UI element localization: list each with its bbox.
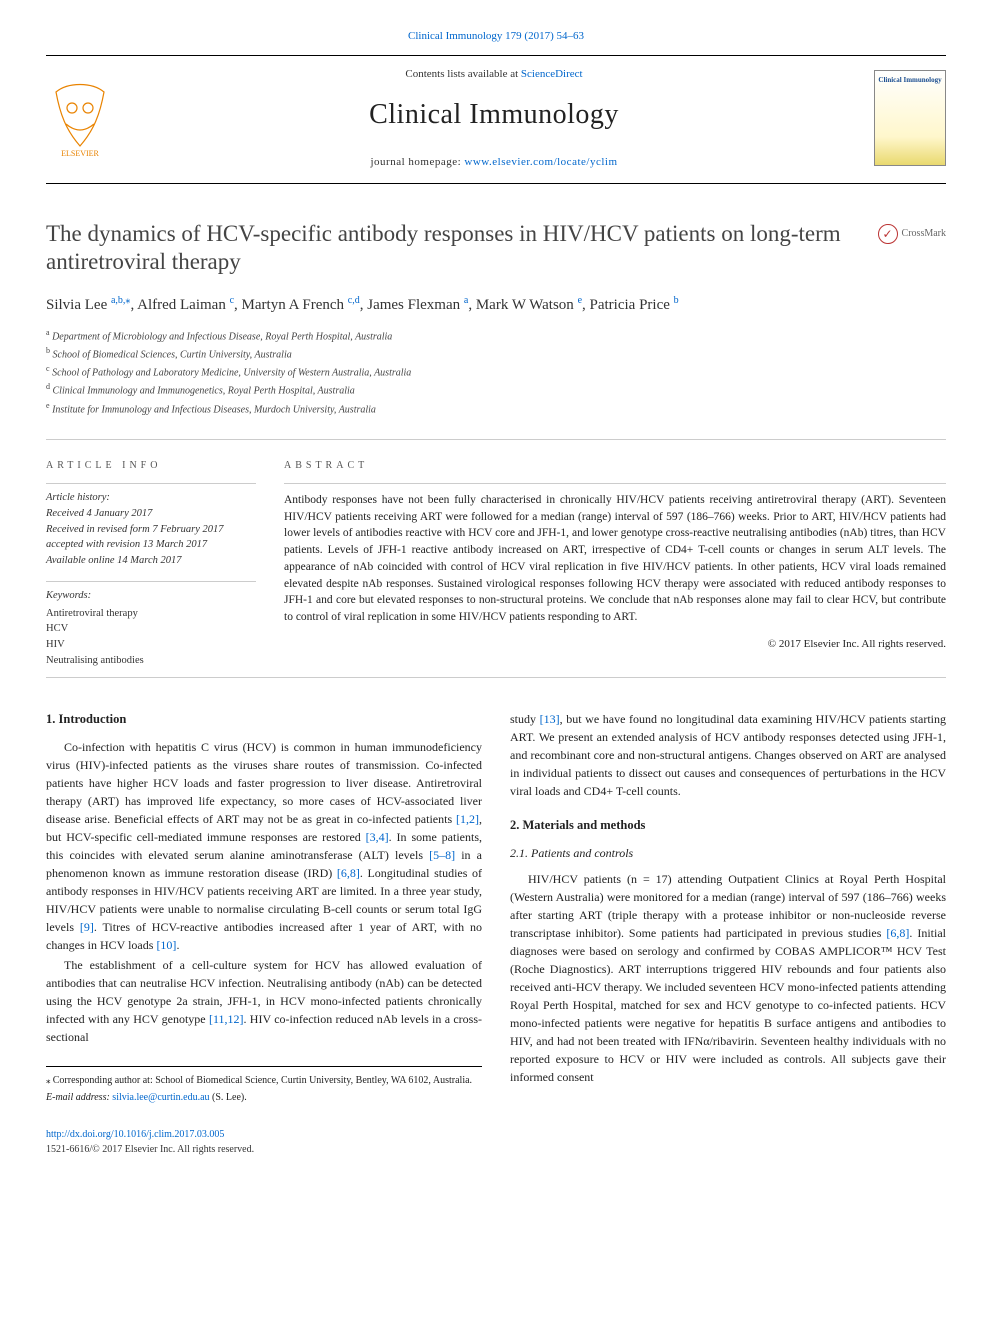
ref-link[interactable]: [11,12] bbox=[209, 1012, 244, 1026]
article-title: The dynamics of HCV-specific antibody re… bbox=[46, 220, 866, 278]
journal-homepage: journal homepage: www.elsevier.com/locat… bbox=[114, 154, 874, 171]
ref-link[interactable]: [9] bbox=[80, 920, 94, 934]
affiliation-b: b School of Biomedical Sciences, Curtin … bbox=[46, 345, 946, 362]
abstract-copyright: © 2017 Elsevier Inc. All rights reserved… bbox=[284, 636, 946, 653]
paragraph: Co-infection with hepatitis C virus (HCV… bbox=[46, 738, 482, 954]
sciencedirect-link[interactable]: ScienceDirect bbox=[521, 68, 583, 80]
body-columns: 1. Introduction Co-infection with hepati… bbox=[46, 710, 946, 1106]
title-block: ✓ CrossMark The dynamics of HCV-specific… bbox=[46, 220, 946, 278]
footer-meta: http://dx.doi.org/10.1016/j.clim.2017.03… bbox=[46, 1127, 946, 1157]
divider bbox=[46, 581, 256, 582]
keyword: HCV bbox=[46, 623, 68, 634]
ref-link[interactable]: [6,8] bbox=[337, 866, 360, 880]
journal-homepage-link[interactable]: www.elsevier.com/locate/yclim bbox=[464, 156, 617, 168]
section-heading-methods: 2. Materials and methods bbox=[510, 816, 946, 835]
affiliations-block: a Department of Microbiology and Infecti… bbox=[46, 327, 946, 418]
right-column: study [13], but we have found no longitu… bbox=[510, 710, 946, 1106]
issn-line: 1521-6616/© 2017 Elsevier Inc. All right… bbox=[46, 1144, 254, 1155]
corresponding-author-note: ⁎ Corresponding author at: School of Bio… bbox=[46, 1073, 482, 1088]
article-history: Article history: Received 4 January 2017… bbox=[46, 490, 256, 569]
history-accepted: accepted with revision 13 March 2017 bbox=[46, 539, 207, 550]
abstract-heading: ABSTRACT bbox=[284, 458, 946, 473]
article-info-column: ARTICLE INFO Article history: Received 4… bbox=[46, 458, 256, 669]
ref-link[interactable]: [10] bbox=[156, 938, 176, 952]
masthead: ELSEVIER Contents lists available at Sci… bbox=[46, 55, 946, 184]
svg-text:ELSEVIER: ELSEVIER bbox=[61, 149, 99, 158]
divider bbox=[46, 677, 946, 678]
article-info-heading: ARTICLE INFO bbox=[46, 458, 256, 473]
keywords-block: Keywords: Antiretroviral therapy HCV HIV… bbox=[46, 588, 256, 669]
footnotes: ⁎ Corresponding author at: School of Bio… bbox=[46, 1066, 482, 1105]
contents-line: Contents lists available at ScienceDirec… bbox=[114, 66, 874, 83]
keyword: Antiretroviral therapy bbox=[46, 608, 138, 619]
keyword: HIV bbox=[46, 639, 65, 650]
divider bbox=[284, 483, 946, 484]
citation-link[interactable]: Clinical Immunology 179 (2017) 54–63 bbox=[408, 30, 584, 42]
journal-cover-thumb: Clinical Immunology bbox=[874, 70, 946, 166]
info-abstract-row: ARTICLE INFO Article history: Received 4… bbox=[46, 458, 946, 669]
affiliation-a: a Department of Microbiology and Infecti… bbox=[46, 327, 946, 344]
ref-link[interactable]: [13] bbox=[540, 712, 560, 726]
crossmark-label: CrossMark bbox=[902, 226, 946, 241]
paragraph: The establishment of a cell-culture syst… bbox=[46, 956, 482, 1046]
affiliation-d: d Clinical Immunology and Immunogenetics… bbox=[46, 381, 946, 398]
keywords-label: Keywords: bbox=[46, 588, 256, 604]
divider bbox=[46, 439, 946, 440]
crossmark-badge[interactable]: ✓ CrossMark bbox=[878, 224, 946, 244]
email-link[interactable]: silvia.lee@curtin.edu.au bbox=[112, 1092, 209, 1103]
history-online: Available online 14 March 2017 bbox=[46, 555, 182, 566]
ref-link[interactable]: [6,8] bbox=[886, 926, 909, 940]
history-label: Article history: bbox=[46, 490, 256, 506]
journal-title: Clinical Immunology bbox=[114, 94, 874, 136]
ref-link[interactable]: [3,4] bbox=[366, 830, 389, 844]
abstract-column: ABSTRACT Antibody responses have not bee… bbox=[284, 458, 946, 669]
cover-title: Clinical Immunology bbox=[876, 71, 943, 86]
paragraph: HIV/HCV patients (n = 17) attending Outp… bbox=[510, 870, 946, 1086]
running-head: Clinical Immunology 179 (2017) 54–63 bbox=[46, 28, 946, 45]
subsection-heading: 2.1. Patients and controls bbox=[510, 844, 946, 862]
section-heading-intro: 1. Introduction bbox=[46, 710, 482, 729]
paragraph: study [13], but we have found no longitu… bbox=[510, 710, 946, 800]
doi-link[interactable]: http://dx.doi.org/10.1016/j.clim.2017.03… bbox=[46, 1129, 224, 1140]
left-column: 1. Introduction Co-infection with hepati… bbox=[46, 710, 482, 1106]
history-received: Received 4 January 2017 bbox=[46, 508, 152, 519]
authors-line: Silvia Lee a,b,⁎, Alfred Laiman c, Marty… bbox=[46, 293, 946, 317]
ref-link[interactable]: [5–8] bbox=[429, 848, 455, 862]
history-revised: Received in revised form 7 February 2017 bbox=[46, 524, 223, 535]
abstract-text: Antibody responses have not been fully c… bbox=[284, 492, 946, 625]
corresponding-email: E-mail address: silvia.lee@curtin.edu.au… bbox=[46, 1090, 482, 1105]
masthead-center: Contents lists available at ScienceDirec… bbox=[114, 66, 874, 171]
elsevier-logo: ELSEVIER bbox=[46, 78, 114, 158]
affiliation-c: c School of Pathology and Laboratory Med… bbox=[46, 363, 946, 380]
divider bbox=[46, 483, 256, 484]
ref-link[interactable]: [1,2] bbox=[456, 812, 479, 826]
affiliation-e: e Institute for Immunology and Infectiou… bbox=[46, 400, 946, 417]
keyword: Neutralising antibodies bbox=[46, 655, 144, 666]
crossmark-icon: ✓ bbox=[878, 224, 898, 244]
